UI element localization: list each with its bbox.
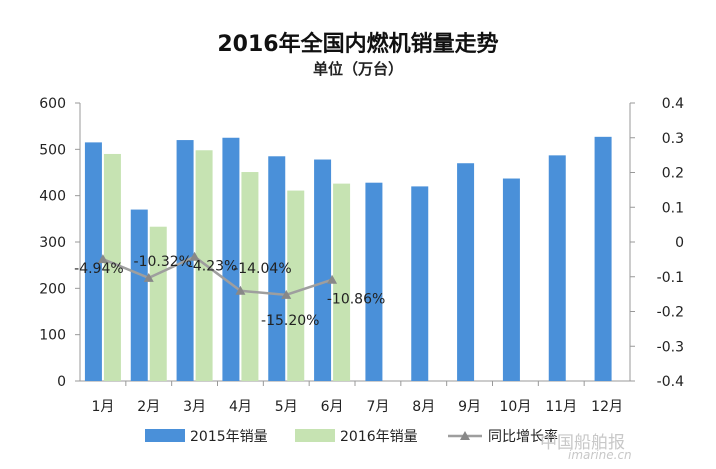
bar-2015 [84, 142, 102, 381]
growth-data-label: -4.94% [74, 261, 124, 277]
x-tick-label: 12月 [591, 399, 623, 415]
y-right-tick-label: -0.2 [657, 305, 684, 321]
x-tick-label: 1月 [91, 399, 114, 415]
y-left-tick-label: 200 [39, 281, 66, 297]
x-tick-label: 11月 [545, 399, 577, 415]
y-left-tick-label: 500 [39, 142, 66, 158]
legend-swatch-2015 [145, 429, 185, 442]
bar-2016 [287, 190, 305, 381]
growth-data-label: -15.20% [261, 313, 319, 329]
growth-data-label: -4.23% [188, 259, 238, 275]
bar-2015 [548, 155, 566, 381]
y-right-tick-label: -0.3 [657, 339, 684, 355]
y-left-tick-label: 400 [39, 189, 66, 205]
growth-point [327, 274, 338, 284]
legend-label-2016: 2016年销量 [340, 429, 418, 445]
growth-point [235, 285, 246, 295]
watermark-url: imarine.cn [568, 448, 632, 462]
x-tick-label: 3月 [183, 399, 206, 415]
bar-2015 [222, 137, 240, 381]
chart-subtitle: 单位（万台） [312, 60, 403, 78]
watermark-text: 中国船舶报 [540, 433, 625, 453]
x-tick-label: 10月 [500, 399, 532, 415]
growth-point [97, 254, 108, 264]
legend-label-growth: 同比增长率 [488, 428, 558, 445]
y-left-tick-label: 600 [39, 96, 66, 112]
y-left-tick-label: 300 [39, 235, 66, 251]
legend-marker-growth [460, 431, 470, 440]
bar-2015 [457, 163, 475, 381]
y-left-tick-label: 100 [39, 328, 66, 344]
bar-2015 [130, 209, 148, 381]
x-tick-label: 5月 [275, 399, 298, 415]
chart-title: 2016年全国内燃机销量走势 [217, 32, 499, 57]
x-tick-label: 9月 [458, 399, 481, 415]
y-right-tick-label: 0.3 [662, 131, 684, 147]
growth-point [281, 289, 292, 299]
bar-2015 [314, 159, 332, 381]
x-tick-label: 6月 [321, 399, 344, 415]
bar-2015 [365, 182, 383, 381]
bar-2015 [268, 156, 286, 381]
legend-swatch-2016 [295, 429, 335, 442]
y-right-tick-label: 0.2 [662, 166, 684, 182]
y-right-tick-label: 0 [675, 235, 684, 251]
y-right-tick-label: -0.4 [657, 374, 684, 390]
y-right-tick-label: -0.1 [657, 270, 684, 286]
x-tick-label: 2月 [137, 399, 160, 415]
legend-label-2015: 2015年销量 [190, 429, 268, 445]
y-right-tick-label: 0.4 [662, 96, 684, 112]
bar-2015 [594, 136, 612, 381]
growth-point [189, 251, 200, 261]
y-left-tick-label: 0 [57, 374, 66, 390]
growth-data-label: -10.86% [327, 292, 385, 308]
bar-2016 [103, 153, 121, 381]
x-tick-label: 4月 [229, 399, 252, 415]
bar-2015 [411, 186, 429, 381]
growth-data-label: -10.32% [134, 254, 192, 270]
growth-point [143, 272, 154, 282]
growth-data-label: -14.04% [233, 261, 291, 277]
x-tick-label: 8月 [412, 399, 435, 415]
growth-line [102, 255, 333, 297]
bar-2016 [241, 172, 259, 381]
bar-2015 [502, 178, 520, 381]
x-tick-label: 7月 [366, 399, 389, 415]
bar-2016 [333, 183, 351, 381]
bar-2016 [195, 150, 213, 381]
y-right-tick-label: 0.1 [662, 200, 684, 216]
bar-2016 [149, 226, 167, 381]
